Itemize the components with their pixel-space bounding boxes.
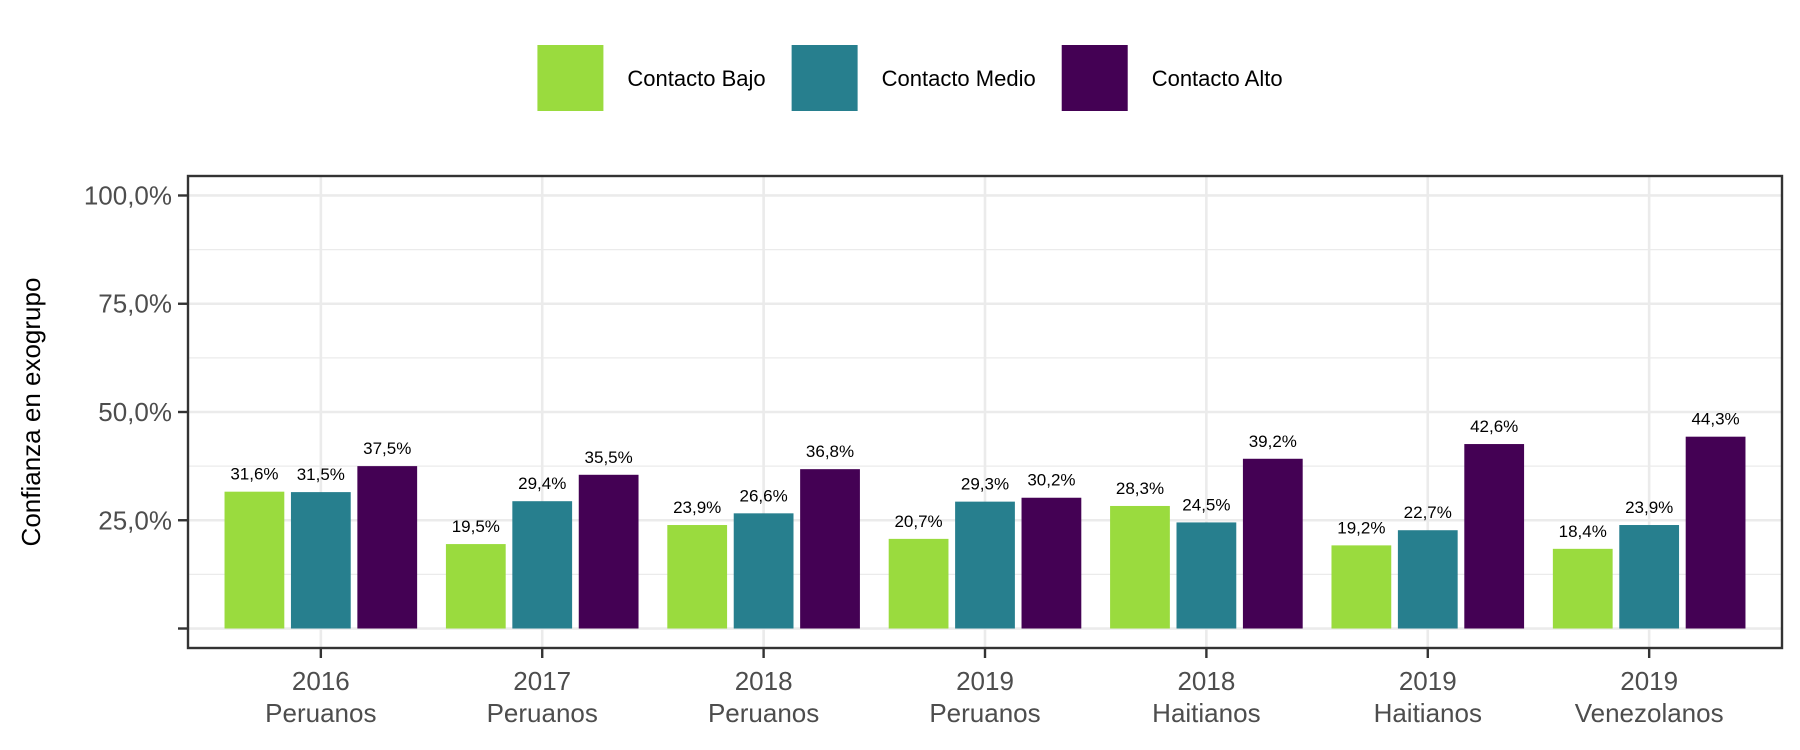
data-label: 23,9% (673, 498, 721, 517)
x-tick-label: Venezolanos (1575, 698, 1724, 728)
data-label: 29,4% (518, 474, 566, 493)
bar (800, 469, 860, 629)
x-tick-label: 2016 (292, 666, 350, 696)
bar (578, 474, 639, 629)
y-tick-label: 25,0% (98, 505, 172, 535)
legend-label: Contacto Bajo (627, 66, 765, 91)
data-label: 20,7% (894, 512, 942, 531)
data-label: 18,4% (1559, 522, 1607, 541)
data-label: 23,9% (1625, 498, 1673, 517)
bar (955, 501, 1015, 629)
data-label: 31,6% (230, 465, 278, 484)
x-tick-label: Peruanos (708, 698, 819, 728)
bar (445, 544, 506, 629)
x-tick-label: 2019 (956, 666, 1014, 696)
bar (1021, 497, 1082, 629)
data-label: 29,3% (961, 475, 1009, 494)
data-label: 39,2% (1249, 432, 1297, 451)
data-label: 26,6% (740, 486, 788, 505)
x-tick-label: 2017 (513, 666, 571, 696)
legend-key (537, 45, 604, 111)
data-label: 35,5% (585, 448, 633, 467)
bar (1464, 444, 1525, 629)
y-axis-title: Confianza en exogrupo (16, 278, 46, 547)
y-tick-label: 50,0% (98, 397, 172, 427)
data-label: 22,7% (1404, 503, 1452, 522)
legend-label: Contacto Alto (1152, 66, 1283, 91)
bar (888, 538, 949, 629)
x-tick-label: Haitianos (1374, 698, 1482, 728)
x-tick-label: Peruanos (265, 698, 376, 728)
data-label: 28,3% (1116, 479, 1164, 498)
x-tick-label: 2019 (1620, 666, 1678, 696)
bar (290, 492, 351, 629)
bar (733, 513, 794, 629)
x-tick-label: 2018 (735, 666, 793, 696)
bar (224, 491, 285, 629)
legend: Contacto Bajo Contacto Medio Contacto Alto (537, 45, 1283, 111)
data-label: 44,3% (1691, 410, 1739, 429)
y-tick-label: 100,0% (84, 180, 172, 210)
plot-panel: 31,6% 19,5% 23,9% 20,7% 28,3% 19,2% 18,4% 31,5%… (84, 174, 1784, 728)
data-label: 36,8% (806, 442, 854, 461)
legend-key (1061, 45, 1128, 111)
bar (667, 525, 728, 629)
data-label: 37,5% (363, 439, 411, 458)
x-tick-label: Peruanos (487, 698, 598, 728)
bar (1331, 545, 1392, 629)
x-tick-label: 2018 (1177, 666, 1235, 696)
bar (1397, 530, 1458, 629)
bar (1110, 505, 1170, 629)
data-label: 30,2% (1027, 471, 1075, 490)
x-tick-label: 2019 (1399, 666, 1457, 696)
bar (1685, 436, 1746, 629)
x-tick-label: Peruanos (929, 698, 1040, 728)
bar (357, 466, 418, 629)
bar (1242, 458, 1303, 629)
bar (1619, 525, 1680, 629)
data-label: 24,5% (1182, 495, 1230, 514)
data-label: 42,6% (1470, 417, 1518, 436)
y-tick-label: 75,0% (98, 289, 172, 319)
bar (1552, 548, 1613, 629)
data-label: 19,2% (1337, 518, 1385, 537)
data-label: 31,5% (297, 465, 345, 484)
bar (1176, 522, 1237, 629)
data-label: 19,5% (452, 517, 500, 536)
x-tick-label: Haitianos (1152, 698, 1260, 728)
legend-label: Contacto Medio (882, 66, 1036, 91)
legend-key (791, 45, 858, 111)
bar (512, 501, 573, 629)
